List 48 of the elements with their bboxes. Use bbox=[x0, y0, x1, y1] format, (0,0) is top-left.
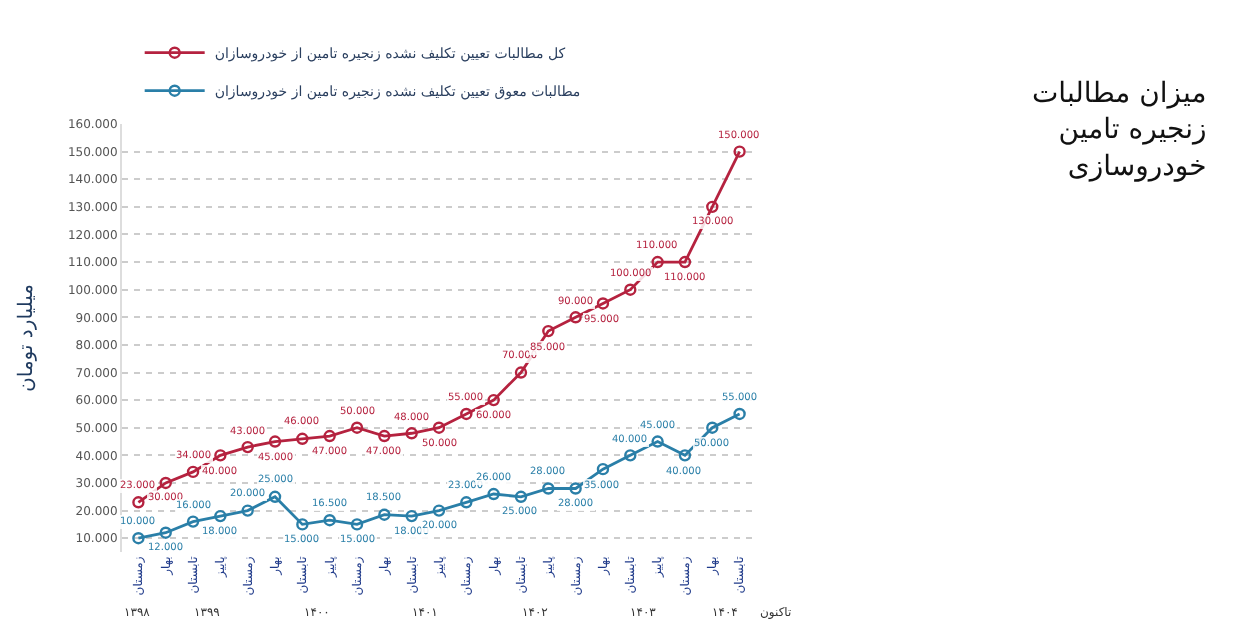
point bbox=[542, 482, 555, 495]
point bbox=[241, 504, 254, 517]
point bbox=[378, 429, 391, 443]
point bbox=[651, 435, 664, 448]
point bbox=[159, 476, 172, 490]
point bbox=[678, 449, 692, 462]
point bbox=[159, 526, 172, 539]
point bbox=[678, 255, 692, 269]
point bbox=[296, 432, 309, 445]
point bbox=[569, 311, 582, 324]
point bbox=[624, 283, 637, 296]
point bbox=[624, 449, 637, 462]
point bbox=[214, 449, 227, 462]
point bbox=[186, 465, 200, 479]
point bbox=[268, 490, 282, 503]
point bbox=[214, 509, 227, 523]
point bbox=[350, 421, 364, 434]
point bbox=[432, 421, 446, 434]
point bbox=[405, 427, 418, 440]
text: میزان مطالبات زنجیره تامین خودروسازی bbox=[1032, 78, 1207, 183]
point bbox=[323, 429, 336, 443]
point bbox=[460, 496, 473, 509]
point bbox=[268, 435, 282, 448]
point bbox=[596, 297, 610, 310]
point bbox=[542, 324, 555, 338]
point bbox=[405, 509, 418, 523]
point bbox=[132, 532, 145, 545]
point bbox=[296, 518, 309, 531]
point bbox=[514, 490, 528, 503]
point bbox=[132, 496, 145, 509]
point bbox=[706, 421, 719, 434]
point bbox=[569, 482, 582, 495]
point bbox=[241, 440, 254, 454]
point bbox=[651, 255, 664, 269]
point bbox=[706, 200, 719, 214]
point bbox=[432, 504, 446, 517]
y-axis-title: میلیارد تومان bbox=[15, 284, 38, 392]
point bbox=[378, 508, 391, 521]
point bbox=[460, 407, 473, 421]
point bbox=[323, 514, 336, 527]
point bbox=[596, 462, 610, 476]
point bbox=[514, 366, 528, 379]
point bbox=[487, 393, 500, 407]
point bbox=[186, 515, 200, 528]
point bbox=[487, 487, 500, 501]
point bbox=[733, 407, 746, 421]
point bbox=[733, 145, 746, 158]
point bbox=[350, 518, 364, 531]
